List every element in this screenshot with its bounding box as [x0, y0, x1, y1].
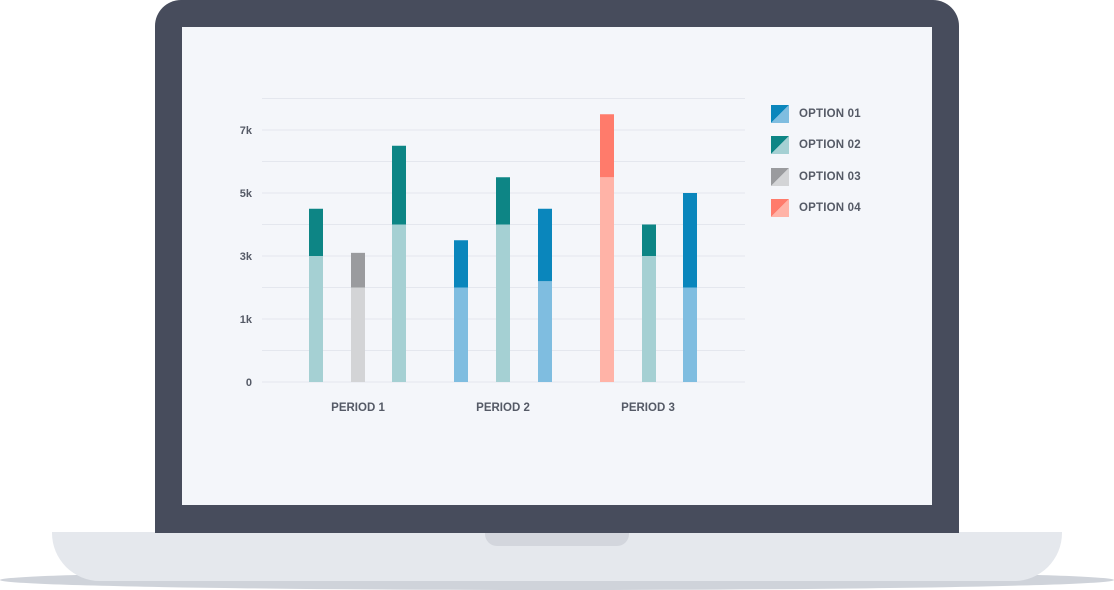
bar-segment-top: [309, 208, 323, 256]
bar-segment-base: [642, 256, 656, 382]
bar-segment-top: [454, 240, 468, 288]
y-tick-label: 3k: [240, 251, 253, 263]
legend-label: OPTION 04: [799, 202, 861, 215]
legend-swatch-icon: [771, 199, 789, 218]
bar-segment-base: [496, 224, 510, 382]
bar-segment-top: [392, 145, 406, 225]
bar-segment-base: [454, 287, 468, 382]
bar-segment-base: [683, 287, 697, 382]
bar-segment-base: [600, 177, 614, 382]
legend-label: OPTION 03: [799, 170, 861, 183]
y-tick-label: 5k: [240, 188, 253, 200]
bar-segment-base: [392, 224, 406, 382]
bar-chart: 0 1k 3k 5k 7k PERIOD 1 PERIOD 2 PERIOD 3: [240, 98, 745, 414]
legend-item: OPTION 03: [771, 161, 861, 193]
legend-swatch-icon: [771, 167, 789, 186]
legend-swatch-icon: [771, 104, 789, 123]
y-tick-label: 1k: [240, 314, 253, 326]
bar-segment-top: [538, 208, 552, 282]
bar-segment-top: [683, 193, 697, 288]
y-tick-label: 7k: [240, 125, 253, 137]
bar-segment-base: [351, 287, 365, 382]
legend-label: OPTION 02: [799, 139, 861, 152]
bar-segment-base: [538, 281, 552, 382]
legend-item: OPTION 04: [771, 193, 861, 225]
x-category-label: PERIOD 2: [476, 402, 530, 414]
bar-segment-top: [351, 252, 365, 288]
legend-swatch-icon: [771, 136, 789, 155]
x-category-label: PERIOD 1: [331, 402, 385, 414]
bar-segment-top: [600, 114, 614, 178]
legend-label: OPTION 01: [799, 107, 861, 120]
x-category-label: PERIOD 3: [621, 402, 675, 414]
bar-segment-top: [642, 224, 656, 256]
chart-legend: OPTION 01 OPTION 02 OPTION 03 OPTION 04: [771, 98, 861, 224]
laptop-notch: [485, 532, 629, 546]
bar-segment-top: [496, 177, 510, 225]
y-tick-label: 0: [246, 377, 252, 389]
legend-item: OPTION 01: [771, 98, 861, 130]
bar-segment-base: [309, 256, 323, 382]
laptop-screen: 0 1k 3k 5k 7k PERIOD 1 PERIOD 2 PERIOD 3 OPTION…: [182, 27, 932, 505]
legend-item: OPTION 02: [771, 130, 861, 162]
